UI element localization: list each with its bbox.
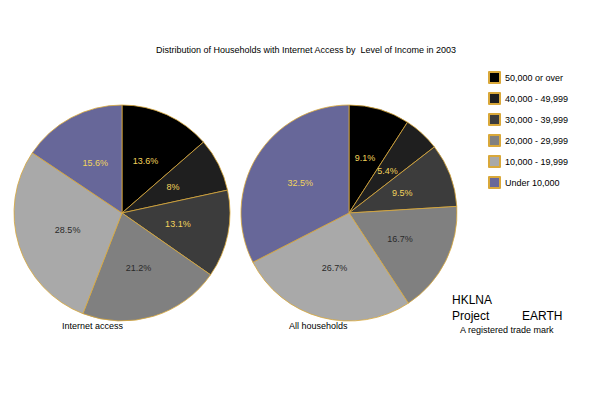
svg-text:50,000 or over: 50,000 or over: [505, 73, 563, 83]
svg-text:Internet access: Internet access: [62, 321, 124, 331]
svg-text:EARTH: EARTH: [522, 309, 562, 323]
svg-text:16.7%: 16.7%: [387, 234, 413, 244]
svg-text:20,000 - 29,999: 20,000 - 29,999: [505, 136, 568, 146]
svg-text:26.7%: 26.7%: [322, 263, 348, 273]
svg-text:A registered trade mark: A registered trade mark: [460, 325, 554, 335]
svg-text:10,000 - 19,999: 10,000 - 19,999: [505, 157, 568, 167]
svg-text:9.5%: 9.5%: [392, 188, 413, 198]
svg-text:13.6%: 13.6%: [133, 156, 159, 166]
svg-text:13.1%: 13.1%: [165, 219, 191, 229]
svg-text:5.4%: 5.4%: [377, 166, 398, 176]
svg-text:21.2%: 21.2%: [126, 263, 152, 273]
svg-text:Project: Project: [452, 309, 490, 323]
svg-text:Distribution of Households wit: Distribution of Households with Internet…: [156, 45, 456, 55]
svg-text:All households: All households: [289, 321, 348, 331]
svg-text:Under 10,000: Under 10,000: [505, 178, 560, 188]
svg-text:8%: 8%: [166, 182, 179, 192]
svg-text:30,000 - 39,999: 30,000 - 39,999: [505, 115, 568, 125]
svg-text:32.5%: 32.5%: [288, 178, 314, 188]
svg-text:40,000 - 49,999: 40,000 - 49,999: [505, 94, 568, 104]
svg-text:15.6%: 15.6%: [82, 158, 108, 168]
svg-text:28.5%: 28.5%: [55, 225, 81, 235]
svg-text:HKLNA: HKLNA: [452, 293, 492, 307]
svg-text:9.1%: 9.1%: [355, 153, 376, 163]
